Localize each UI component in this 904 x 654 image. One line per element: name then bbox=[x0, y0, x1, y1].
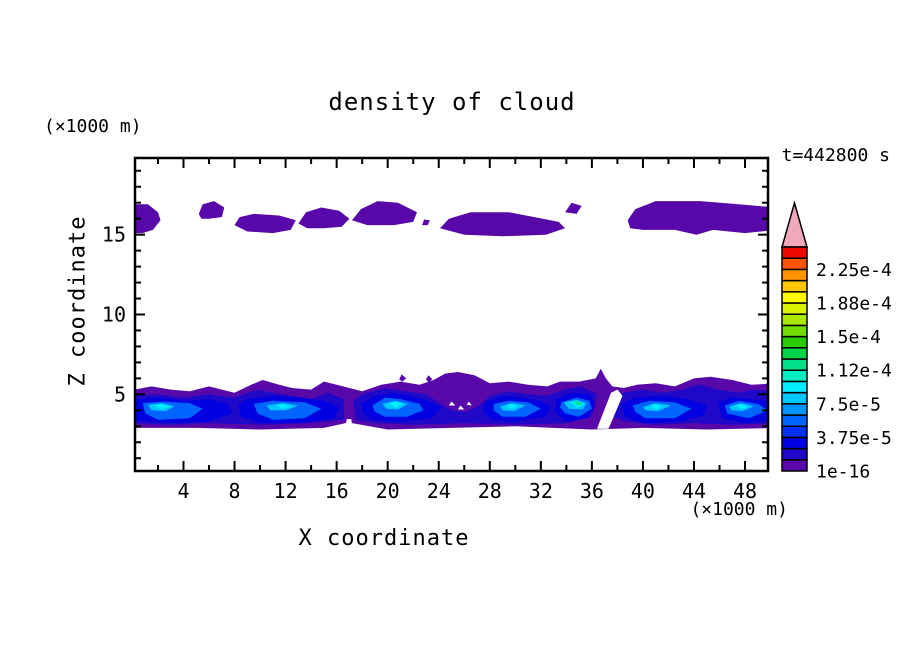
colorbar-tick-label: 3.75e-5 bbox=[816, 428, 892, 449]
y-tick-label: 15 bbox=[102, 223, 126, 247]
colorbar-tick-label: 1.5e-4 bbox=[816, 327, 881, 348]
cloud-hole bbox=[466, 401, 472, 406]
cloud-regions bbox=[135, 201, 768, 430]
x-axis-units-label: (×1000 m) bbox=[690, 499, 788, 520]
colorbar-cell bbox=[781, 335, 808, 349]
cloud-region bbox=[565, 202, 582, 214]
colorbar-tick-label: 1.12e-4 bbox=[816, 361, 892, 382]
colorbar-cell bbox=[781, 324, 808, 338]
x-tick-label: 36 bbox=[580, 479, 604, 503]
x-tick-label: 40 bbox=[631, 479, 655, 503]
colorbar-tick-label: 7.5e-5 bbox=[816, 394, 881, 415]
cloud-region bbox=[573, 401, 583, 406]
cloud-region bbox=[154, 403, 170, 410]
cloud-hole bbox=[457, 405, 465, 410]
cloud-region bbox=[649, 403, 663, 410]
cloud-region bbox=[627, 201, 768, 235]
x-tick-label: 20 bbox=[376, 479, 400, 503]
cloud-region bbox=[426, 375, 433, 383]
colorbar-cell bbox=[781, 347, 808, 360]
colorbar-cell bbox=[781, 414, 808, 427]
colorbar-cell bbox=[781, 369, 808, 383]
colorbar-cell bbox=[781, 291, 808, 304]
cloud-region bbox=[234, 213, 296, 234]
timestamp-label: t=442800 s bbox=[781, 145, 890, 166]
colorbar-cell bbox=[781, 358, 808, 371]
colorbar-arrow bbox=[781, 200, 808, 248]
colorbar-cell bbox=[781, 447, 808, 461]
cloud-region bbox=[505, 403, 518, 409]
cloud-region bbox=[198, 201, 225, 219]
x-tick-label: 32 bbox=[529, 479, 553, 503]
colorbar-tick-label: 1.88e-4 bbox=[816, 294, 892, 315]
cloud-region bbox=[389, 401, 403, 408]
cloud-region bbox=[632, 400, 692, 419]
cloud-region bbox=[298, 207, 350, 229]
cloud-hole bbox=[344, 419, 353, 429]
colorbar-cell bbox=[781, 459, 808, 472]
x-axis-title: X coordinate bbox=[298, 526, 470, 551]
colorbar-cell bbox=[781, 436, 808, 450]
cloud-region bbox=[734, 403, 748, 409]
colorbar-cell bbox=[781, 246, 808, 259]
colorbar-cell bbox=[781, 425, 808, 439]
colorbar-cell bbox=[781, 279, 808, 293]
colorbar-cell bbox=[781, 391, 808, 405]
colorbar-tick-label: 1e-16 bbox=[816, 462, 870, 483]
colorbar-cell bbox=[781, 380, 808, 394]
colorbar-cell bbox=[781, 403, 808, 416]
x-tick-label: 8 bbox=[229, 479, 241, 503]
cloud-hole bbox=[448, 401, 456, 406]
y-tick-label: 10 bbox=[102, 303, 126, 327]
cloud-region bbox=[135, 204, 161, 234]
cloud-region bbox=[275, 403, 291, 409]
cloud-hole bbox=[597, 389, 623, 429]
colorbar-cell bbox=[781, 313, 808, 327]
colorbar-tick-label: 2.25e-4 bbox=[816, 260, 892, 281]
cloud-region bbox=[422, 219, 430, 226]
colorbar-cell bbox=[781, 302, 808, 315]
y-axis-units-label: (×1000 m) bbox=[44, 116, 142, 137]
cloud-region bbox=[352, 201, 417, 226]
y-tick-label: 5 bbox=[114, 382, 126, 406]
x-tick-label: 28 bbox=[478, 479, 502, 503]
x-tick-label: 4 bbox=[177, 479, 189, 503]
plot-title: density of cloud bbox=[328, 88, 576, 116]
x-tick-label: 12 bbox=[274, 479, 298, 503]
colorbar-cell bbox=[781, 268, 808, 282]
x-tick-label: 24 bbox=[427, 479, 451, 503]
x-tick-label: 16 bbox=[325, 479, 349, 503]
x-tick-label: 44 bbox=[682, 479, 706, 503]
cloud-region bbox=[440, 212, 566, 237]
colorbar-cell bbox=[781, 257, 808, 271]
x-tick-label: 48 bbox=[733, 479, 757, 503]
cloud-region bbox=[399, 374, 407, 382]
